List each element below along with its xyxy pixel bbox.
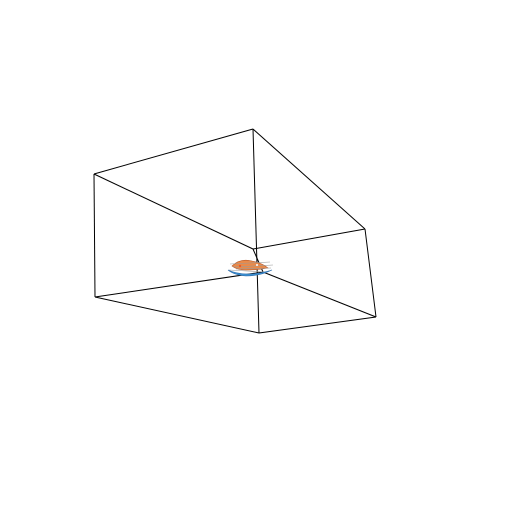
box-edge <box>94 271 264 298</box>
model-strands <box>228 261 274 273</box>
model-detail <box>238 264 242 268</box>
box-edge <box>258 316 377 334</box>
model-bottom-surface <box>227 269 273 277</box>
model-detail <box>256 264 258 266</box>
box-edge <box>93 128 254 175</box>
box-edge <box>252 228 366 250</box>
box-edge <box>252 128 260 334</box>
3d-model[interactable] <box>227 259 274 277</box>
box-edge <box>94 296 260 334</box>
box-edge <box>252 128 366 230</box>
box-edge <box>262 271 377 318</box>
box-edge <box>364 228 377 318</box>
box-edge <box>93 173 96 298</box>
box-edge <box>93 173 254 250</box>
bounding-box-wireframe <box>93 128 377 334</box>
